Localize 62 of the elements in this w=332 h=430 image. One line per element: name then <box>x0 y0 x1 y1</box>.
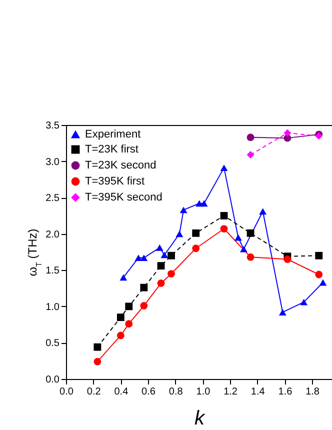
y-tick-label: 2.0 <box>46 229 60 240</box>
point <box>168 270 175 278</box>
point <box>140 254 148 262</box>
legend-label: T=395K second <box>85 192 162 204</box>
y-tick-label: 1.0 <box>46 302 60 313</box>
point <box>157 262 165 270</box>
point <box>278 309 286 316</box>
x-tick-label: 0.4 <box>114 386 129 398</box>
point <box>120 274 128 281</box>
point <box>140 302 148 310</box>
point <box>259 208 267 215</box>
x-tick-label: 1.2 <box>224 386 238 398</box>
point <box>246 229 254 237</box>
x-axis-title: k <box>194 408 206 430</box>
point <box>140 284 148 292</box>
point <box>94 343 102 351</box>
x-tick-label: 1.4 <box>250 386 266 398</box>
point <box>240 246 248 252</box>
point <box>220 164 228 172</box>
x-tick-label: 0.8 <box>168 386 184 398</box>
point <box>125 320 133 328</box>
y-tick-label: 3.5 <box>46 120 60 132</box>
x-tick-label: 1.8 <box>306 386 320 398</box>
x-tick-label: 0.0 <box>60 386 74 398</box>
point <box>315 270 323 278</box>
point <box>94 358 102 366</box>
point <box>160 252 168 258</box>
point <box>125 302 133 310</box>
point <box>300 298 308 306</box>
point <box>180 206 188 214</box>
point <box>200 200 208 207</box>
x-tick-label: 1.0 <box>196 386 211 398</box>
point <box>157 280 165 287</box>
y-tick-label: 3.0 <box>46 156 60 168</box>
point <box>220 212 228 220</box>
point <box>192 244 200 252</box>
point <box>284 256 292 263</box>
point <box>315 252 323 260</box>
y-tick-label: 0.5 <box>46 338 60 350</box>
point <box>319 279 327 286</box>
y-tick-label: 2.5 <box>46 193 60 204</box>
point <box>116 314 124 322</box>
point <box>176 230 184 238</box>
point <box>246 134 254 142</box>
point <box>116 332 124 340</box>
x-tick-label: 0.6 <box>142 386 156 398</box>
legend-label: T=23K first <box>85 144 138 156</box>
point <box>134 254 142 262</box>
point <box>220 225 228 232</box>
point <box>284 129 292 137</box>
point <box>246 253 254 261</box>
point <box>234 234 242 241</box>
y-tick-label: 0.0 <box>46 374 60 386</box>
x-tick-label: 0.2 <box>86 386 102 398</box>
point <box>156 244 164 251</box>
legend-label: Experiment <box>85 128 141 140</box>
y-tick-label: 1.5 <box>46 266 60 277</box>
legend-label: T=23K second <box>85 160 156 172</box>
x-tick-label: 1.6 <box>278 386 293 398</box>
legend-label: T=395K first <box>85 176 145 188</box>
point <box>192 229 200 237</box>
point <box>168 252 175 260</box>
